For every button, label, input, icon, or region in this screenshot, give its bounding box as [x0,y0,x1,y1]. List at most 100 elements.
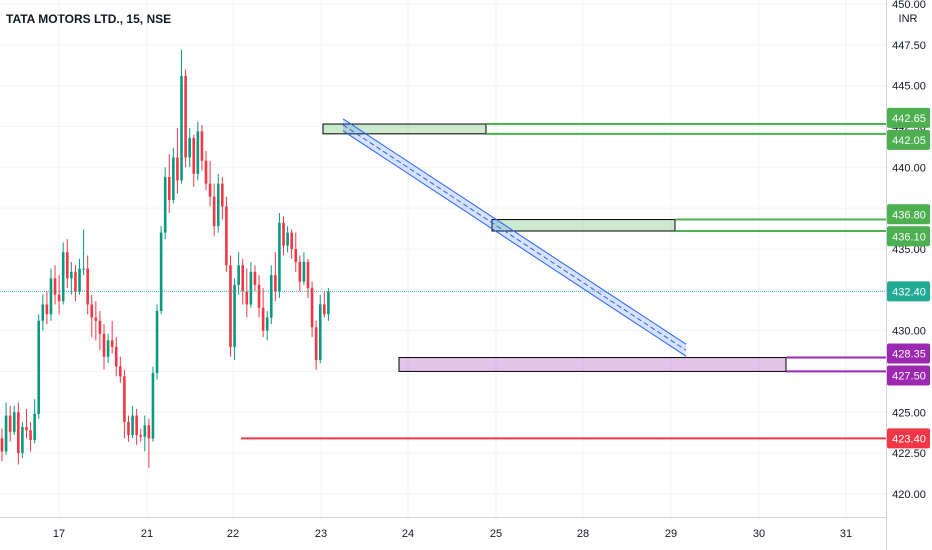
svg-text:442.05: 442.05 [892,135,926,147]
candle [131,405,134,439]
svg-text:432.40: 432.40 [892,286,926,298]
supply-zone-mid[interactable] [491,219,676,232]
svg-text:436.10: 436.10 [892,231,926,243]
supply-zone-upper[interactable] [322,123,487,135]
time-tick-label: 25 [490,528,502,540]
candle [147,418,151,468]
svg-text:436.80: 436.80 [892,209,926,221]
svg-text:442.65: 442.65 [892,113,926,125]
price-tick-label: 425.00 [892,407,926,419]
candle [139,428,143,442]
channel-lower-line[interactable] [342,130,687,357]
candle [41,294,45,331]
level-lines[interactable] [241,123,886,440]
candle [37,314,41,419]
candle [90,294,94,338]
candle [29,422,32,452]
candle [274,252,277,302]
candle [253,265,257,292]
candle [257,275,261,318]
time-tick-label: 29 [665,528,677,540]
candle [102,324,106,370]
candle [233,278,236,360]
price-tick-label: 445.00 [892,81,926,93]
candle [306,258,310,298]
channel-middle-line [342,124,687,351]
candle [33,399,36,444]
candle [82,229,85,276]
candle [298,255,302,292]
candle [314,320,318,370]
candle [159,226,163,315]
supply-zone-upper-high-tag: 442.65 [887,107,930,128]
candle [200,124,204,171]
trend-channel[interactable] [342,118,687,357]
candle [123,369,126,439]
candle [261,288,265,338]
candle [98,311,102,351]
candle [323,291,326,318]
candle [302,252,306,285]
candle [241,258,245,305]
candle [180,49,183,184]
candle [269,265,273,325]
candle [265,311,269,341]
candle [204,150,208,191]
price-tick-label: 447.50 [892,40,926,52]
demand-zone-low-tag: 427.50 [887,365,930,386]
candle [184,69,187,168]
demand-zone[interactable] [398,357,787,372]
candle [278,213,281,298]
candle [290,229,293,259]
price-axis[interactable] [886,0,932,550]
candle [135,408,138,445]
price-tick-label: 420.00 [892,489,926,501]
candle [327,288,330,321]
candle [127,415,130,442]
price-tick-label: 430.00 [892,326,926,338]
candle [8,405,12,442]
candle [78,258,81,295]
price-tick-label: 435.00 [892,244,926,256]
candle [151,366,155,442]
candle [172,147,175,204]
grid-lines [0,0,886,517]
svg-text:423.40: 423.40 [892,433,926,445]
candle [65,239,69,289]
candle [70,262,73,295]
candle [167,154,171,214]
candle [49,268,53,321]
channel-fill [343,118,686,357]
time-axis[interactable] [0,517,886,550]
price-tick-label: 450.00 [892,0,926,11]
candle [4,402,8,455]
candle [294,232,298,272]
candle [110,320,114,354]
candle [225,196,228,272]
candle [216,173,220,233]
time-tick-label: 30 [753,528,765,540]
svg-text:428.35: 428.35 [892,348,926,360]
candle [61,242,65,305]
candle [45,291,49,325]
supply-zone-mid-high-tag: 436.80 [887,204,930,225]
time-tick-label: 23 [315,528,327,540]
channel-upper-line[interactable] [342,118,687,345]
candle [25,408,28,439]
time-tick-label: 24 [402,528,414,540]
candle [143,415,147,452]
candle [310,281,314,338]
candle [53,265,57,305]
time-ticks: 17 21 22 23 24 25 28 29 30 31 [53,528,852,540]
price-tags: 442.65 442.05 436.80 436.10 428.35 427.50 432.… [887,107,930,449]
candle [86,255,89,315]
candle [155,304,159,380]
candle [192,134,196,187]
candle [249,262,253,308]
candle [114,337,118,377]
candle [237,252,240,295]
candle [163,167,167,240]
candle [119,356,122,383]
supply-zone-mid-low-tag: 436.10 [887,226,930,247]
